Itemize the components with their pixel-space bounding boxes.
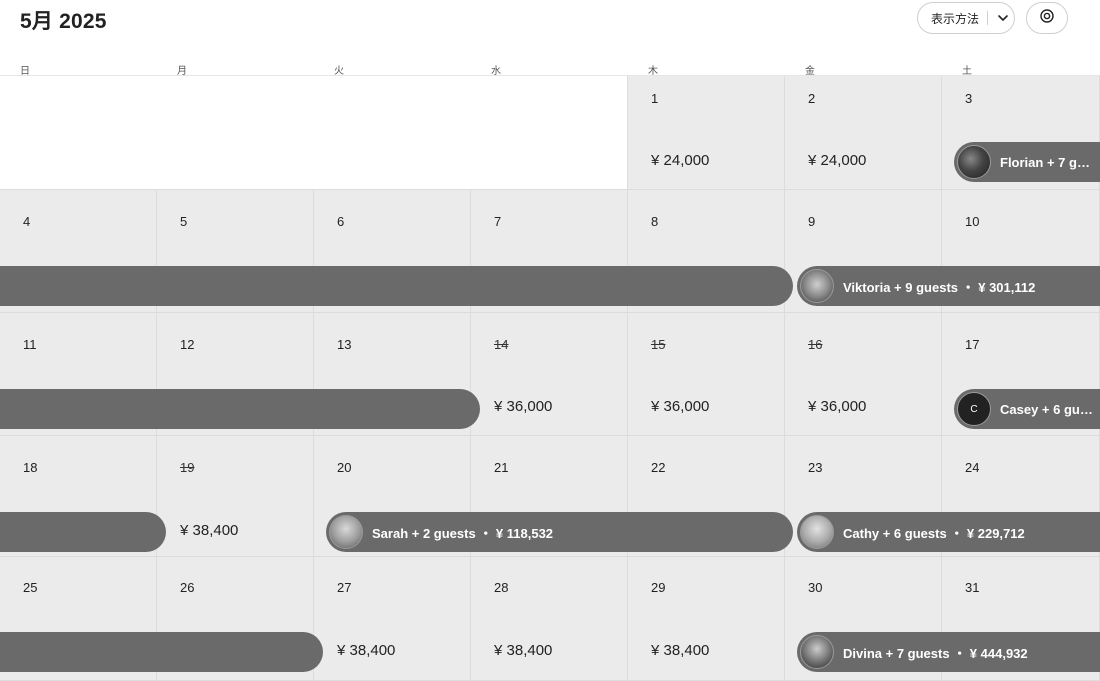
day-number: 24 bbox=[965, 460, 980, 475]
reservation-bar[interactable]: Cathy + 6 guests ・ ¥ 229,712 bbox=[797, 512, 1100, 552]
nightly-price: ¥ 24,000 bbox=[651, 152, 710, 169]
calendar-settings-button[interactable] bbox=[1026, 2, 1068, 34]
guest-avatar bbox=[329, 515, 363, 549]
day-number: 23 bbox=[808, 460, 823, 475]
reservation-bar[interactable]: Divina + 7 guests ・ ¥ 444,932 bbox=[797, 632, 1100, 672]
weekday-sun: 日 bbox=[20, 66, 30, 77]
reservation-bar[interactable]: C Casey + 6 gue… bbox=[954, 389, 1100, 429]
settings-icon bbox=[1039, 8, 1055, 29]
guest-avatar bbox=[800, 515, 834, 549]
view-mode-label: 表示方法 bbox=[931, 11, 980, 26]
day-number: 8 bbox=[651, 214, 659, 229]
reservation-bar-continuation[interactable] bbox=[0, 266, 793, 306]
divider bbox=[987, 11, 989, 25]
day-number: 17 bbox=[965, 337, 980, 352]
day-number: 19 bbox=[180, 460, 195, 475]
day-number: 1 bbox=[651, 91, 659, 106]
guest-avatar bbox=[800, 269, 834, 303]
day-number: 12 bbox=[180, 337, 195, 352]
weekday-thu: 木 bbox=[648, 66, 658, 77]
day-number: 28 bbox=[494, 580, 509, 595]
nightly-price: ¥ 38,400 bbox=[494, 642, 553, 659]
day-number: 13 bbox=[337, 337, 352, 352]
reservation-label: Divina + 7 guests ・ ¥ 444,932 bbox=[843, 645, 1028, 661]
page-title: 5月 2025 bbox=[20, 10, 107, 33]
reservation-label: Viktoria + 9 guests ・ ¥ 301,112 bbox=[843, 279, 1036, 295]
weekday-fri: 金 bbox=[805, 66, 815, 77]
reservation-bar[interactable]: Sarah + 2 guests ・ ¥ 118,532 bbox=[326, 512, 793, 552]
reservation-label: Sarah + 2 guests ・ ¥ 118,532 bbox=[372, 525, 554, 541]
reservation-bar-continuation[interactable] bbox=[0, 389, 480, 429]
day-cell[interactable]: 2 ¥ 24,000 bbox=[785, 76, 942, 190]
day-cell[interactable]: 27 ¥ 38,400 bbox=[314, 557, 471, 681]
weekday-tue: 火 bbox=[334, 66, 344, 77]
weekday-mon: 月 bbox=[177, 66, 187, 77]
day-number: 5 bbox=[180, 214, 188, 229]
guest-avatar bbox=[957, 145, 991, 179]
day-number: 30 bbox=[808, 580, 823, 595]
guest-avatar: C bbox=[957, 392, 991, 426]
day-number: 25 bbox=[23, 580, 38, 595]
day-number: 26 bbox=[180, 580, 195, 595]
day-cell[interactable]: 1 ¥ 24,000 bbox=[628, 76, 785, 190]
day-number: 9 bbox=[808, 214, 816, 229]
nightly-price: ¥ 36,000 bbox=[808, 398, 867, 415]
day-number: 7 bbox=[494, 214, 502, 229]
day-number: 14 bbox=[494, 337, 509, 352]
day-number: 18 bbox=[23, 460, 38, 475]
day-number: 20 bbox=[337, 460, 352, 475]
reservation-bar[interactable]: Viktoria + 9 guests ・ ¥ 301,112 bbox=[797, 266, 1100, 306]
day-number: 21 bbox=[494, 460, 509, 475]
day-number: 22 bbox=[651, 460, 666, 475]
day-cell[interactable]: 19 ¥ 38,400 bbox=[157, 436, 314, 557]
day-number: 4 bbox=[23, 214, 31, 229]
reservation-bar-continuation[interactable] bbox=[0, 632, 323, 672]
reservation-label: Florian + 7 gu… bbox=[1000, 154, 1098, 170]
grid-top-border bbox=[0, 75, 1100, 76]
nightly-price: ¥ 24,000 bbox=[808, 152, 867, 169]
day-number: 6 bbox=[337, 214, 345, 229]
nightly-price: ¥ 36,000 bbox=[494, 398, 553, 415]
day-number: 10 bbox=[965, 214, 980, 229]
nightly-price: ¥ 38,400 bbox=[180, 522, 239, 539]
day-cell[interactable]: 16 ¥ 36,000 bbox=[785, 313, 942, 436]
empty-days bbox=[0, 76, 628, 190]
day-number: 15 bbox=[651, 337, 666, 352]
day-number: 3 bbox=[965, 91, 973, 106]
nightly-price: ¥ 38,400 bbox=[337, 642, 396, 659]
day-cell[interactable]: 15 ¥ 36,000 bbox=[628, 313, 785, 436]
guest-avatar bbox=[800, 635, 834, 669]
day-number: 29 bbox=[651, 580, 666, 595]
day-cell[interactable]: 28 ¥ 38,400 bbox=[471, 557, 628, 681]
day-number: 31 bbox=[965, 580, 980, 595]
nightly-price: ¥ 38,400 bbox=[651, 642, 710, 659]
view-mode-button[interactable]: 表示方法 bbox=[917, 2, 1015, 34]
reservation-label: Cathy + 6 guests ・ ¥ 229,712 bbox=[843, 525, 1025, 541]
reservation-label: Casey + 6 gue… bbox=[1000, 401, 1100, 417]
reservation-bar-continuation[interactable] bbox=[0, 512, 166, 552]
day-cell[interactable]: 14 ¥ 36,000 bbox=[471, 313, 628, 436]
day-number: 2 bbox=[808, 91, 816, 106]
reservation-bar[interactable]: Florian + 7 gu… bbox=[954, 142, 1100, 182]
nightly-price: ¥ 36,000 bbox=[651, 398, 710, 415]
day-number: 11 bbox=[23, 337, 37, 352]
day-cell[interactable]: 29 ¥ 38,400 bbox=[628, 557, 785, 681]
weekday-sat: 土 bbox=[962, 66, 972, 77]
day-number: 16 bbox=[808, 337, 823, 352]
day-number: 27 bbox=[337, 580, 352, 595]
chevron-down-icon bbox=[997, 12, 1009, 24]
weekday-wed: 水 bbox=[491, 66, 501, 77]
